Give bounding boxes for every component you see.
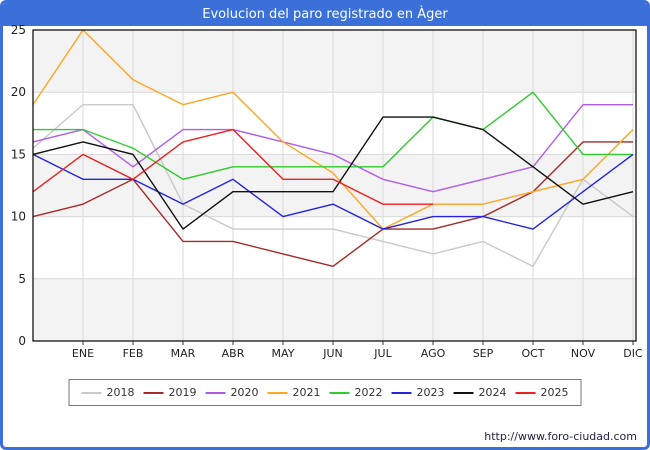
legend-item-2023: 2023 (391, 386, 445, 399)
legend-label-2023: 2023 (416, 386, 445, 399)
legend-item-2025: 2025 (515, 386, 569, 399)
legend-label-2018: 2018 (106, 386, 135, 399)
series-line-2024 (32, 116, 634, 230)
legend-swatch-2019 (143, 391, 164, 394)
x-tick-label-MAY: MAY (272, 347, 295, 360)
legend-swatch-2025 (515, 391, 536, 394)
x-tick-label-ENE: ENE (72, 347, 94, 360)
x-tick-label-JUN: JUN (322, 347, 343, 360)
y-tick-label-5: 5 (18, 272, 26, 286)
x-tick-label-ABR: ABR (222, 347, 245, 360)
legend-swatch-2018 (81, 391, 102, 394)
legend-swatch-2021 (267, 391, 288, 394)
legend-item-2024: 2024 (453, 386, 507, 399)
plot-band (33, 278, 636, 341)
y-tick-label-20: 20 (11, 85, 26, 99)
y-tick-label-10: 10 (11, 210, 26, 224)
series-line-2018 (32, 103, 634, 268)
legend-label-2024: 2024 (478, 386, 507, 399)
plot-band (33, 154, 636, 217)
legend-label-2025: 2025 (540, 386, 569, 399)
legend-label-2022: 2022 (354, 386, 383, 399)
x-tick-label-DIC: DIC (623, 347, 643, 360)
legend-item-2020: 2020 (205, 386, 259, 399)
y-tick-label-25: 25 (11, 23, 26, 37)
y-tick-label-0: 0 (18, 334, 26, 348)
legend-item-2022: 2022 (329, 386, 383, 399)
legend-swatch-2024 (453, 391, 474, 394)
legend-item-2018: 2018 (81, 386, 135, 399)
plot-band (33, 30, 636, 93)
x-tick-label-SEP: SEP (473, 347, 494, 360)
legend-item-2021: 2021 (267, 386, 321, 399)
series-line-2021 (32, 29, 634, 230)
legend-label-2020: 2020 (230, 386, 259, 399)
chart-title: Evolucion del paro registrado en Àger (3, 3, 647, 26)
plot-border (32, 29, 637, 342)
x-tick-label-OCT: OCT (521, 347, 544, 360)
series-line-2025 (32, 128, 433, 205)
legend-swatch-2020 (205, 391, 226, 394)
legend-label-2021: 2021 (292, 386, 321, 399)
chart-legend: 2018 2019 2020 2021 2022 2023 2024 2025 (68, 379, 582, 406)
x-tick-label-JUL: JUL (373, 347, 392, 360)
legend-item-2019: 2019 (143, 386, 197, 399)
footer-url[interactable]: http://www.foro-ciudad.com (484, 430, 637, 443)
legend-label-2019: 2019 (168, 386, 197, 399)
x-tick-label-NOV: NOV (571, 347, 596, 360)
x-tick-label-FEB: FEB (123, 347, 144, 360)
x-tick-label-AGO: AGO (421, 347, 446, 360)
legend-swatch-2023 (391, 391, 412, 394)
x-tick-label-MAR: MAR (171, 347, 196, 360)
y-tick-label-15: 15 (11, 147, 26, 161)
unemployment-line-chart: ENE FEB MAR ABR MAY JUN JUL AGO SEP OCT NOV DIC 0 5 10… (11, 23, 643, 360)
series-line-2022 (33, 91, 633, 180)
legend-swatch-2022 (329, 391, 350, 394)
